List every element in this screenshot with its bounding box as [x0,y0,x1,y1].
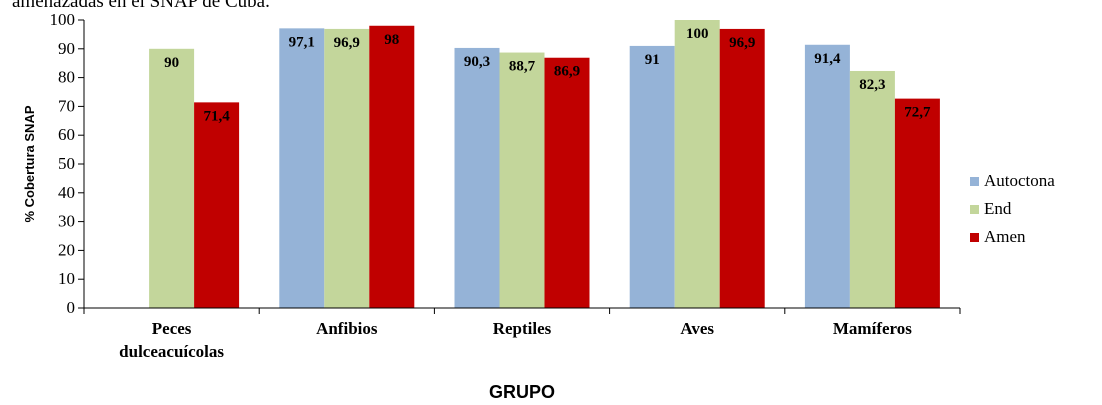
data-label: 86,9 [554,64,580,80]
x-tick-label: Anfibios [316,319,378,338]
x-axis-title: GRUPO [489,382,555,402]
y-tick-label: 70 [58,96,75,115]
data-label: 96,9 [334,35,360,51]
x-tick-label: Peces [152,319,192,338]
legend-label: Amen [984,227,1026,246]
data-label: 97,1 [289,34,315,50]
bar [674,20,720,308]
x-tick-label: dulceacuícolas [119,342,224,361]
bar [279,28,325,309]
data-label: 90,3 [464,54,490,70]
data-label: 98 [384,32,399,48]
y-axis-title: % Cobertura SNAP [22,105,37,222]
legend-label: Autoctona [984,171,1055,190]
bar [804,44,850,308]
y-tick-label: 10 [58,269,75,288]
data-label: 82,3 [859,77,885,93]
x-axis: Peces dulceacuícolas Anfibios Reptiles Aves M… [83,307,961,361]
y-tick-label: 80 [58,68,75,87]
data-label: 96,9 [729,35,755,51]
bar [194,102,240,308]
y-axis-title-group: % Cobertura SNAP [22,105,37,222]
data-label: 71,4 [203,108,230,124]
bar [369,25,415,308]
y-tick-label: 20 [58,240,75,259]
y-tick-label: 90 [58,39,75,58]
bar [454,47,500,308]
data-label: 90 [164,55,179,71]
y-tick-label: 30 [58,212,75,231]
bar [149,48,195,309]
bar [629,45,675,309]
bar [499,52,545,308]
y-axis: 0 10 20 30 40 50 60 70 80 90 100 [50,10,85,317]
legend-swatch [970,177,979,186]
data-label: 91,4 [814,51,841,67]
y-tick-label: 40 [58,183,75,202]
data-label: 88,7 [509,59,536,75]
legend-label: End [984,199,1012,218]
y-tick-label: 0 [67,298,76,317]
x-tick-label: Mamíferos [833,319,912,338]
data-label: 72,7 [904,105,931,121]
figure-caption: amenazadas en el SNAP de Cuba. [12,0,270,12]
y-tick-label: 100 [50,10,76,29]
bar [849,70,895,308]
bar [894,98,940,309]
legend-swatch [970,233,979,242]
bar [719,28,765,308]
legend: Autoctona End Amen [970,171,1055,246]
x-tick-label: Aves [680,319,714,338]
bar [544,57,590,309]
y-tick-label: 50 [58,154,75,173]
bars-group: 90 71,4 97,1 96,9 98 90,3 88,7 86,9 91 100 96,9 91,… [149,20,940,309]
data-label: 91 [645,52,660,68]
data-label: 100 [686,26,709,42]
legend-swatch [970,205,979,214]
x-tick-label: Reptiles [493,319,552,338]
y-tick-label: 60 [58,125,75,144]
bar [324,28,370,308]
